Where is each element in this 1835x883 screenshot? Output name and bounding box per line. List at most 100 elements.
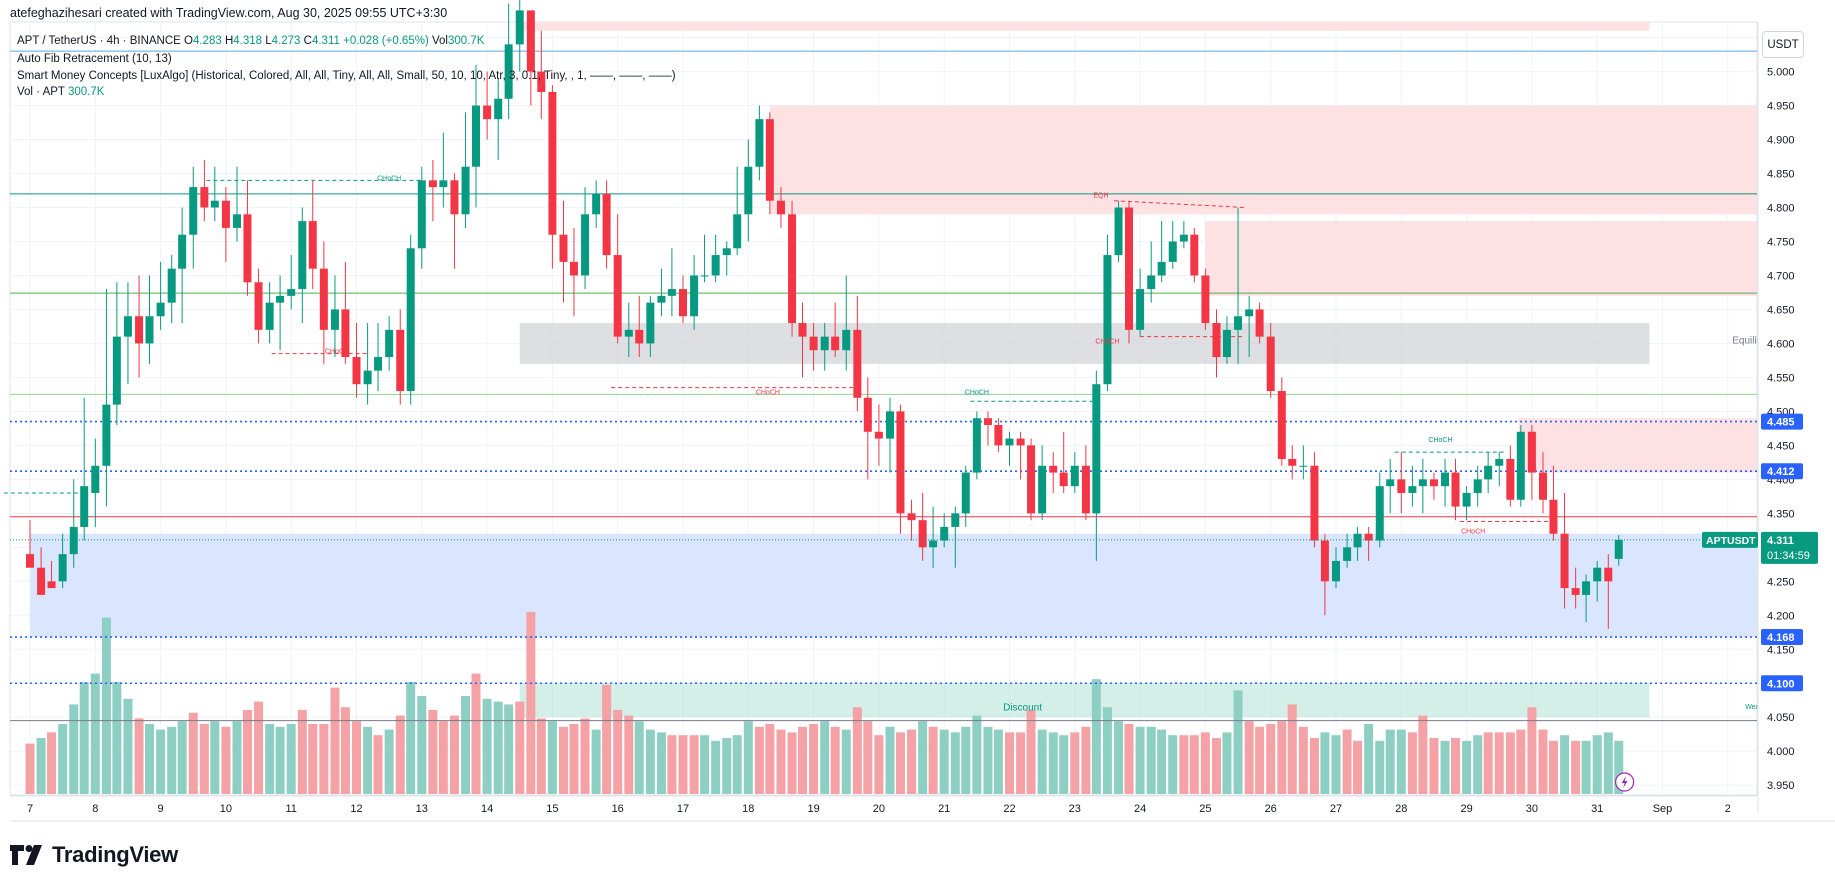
currency-button[interactable]: USDT [1762,31,1804,58]
volume-bar [1320,732,1330,794]
price-tick-label: 4.050 [1767,712,1795,724]
volume-bar [569,724,579,794]
chart-annotation: CHoCH [965,389,989,396]
tradingview-logo[interactable]: TradingView [10,842,178,868]
candle-body [1484,465,1493,480]
open-label: O [184,35,193,47]
candle-body [189,187,198,235]
candle-body [276,295,285,303]
candle-body [1332,560,1340,582]
volume-bar [395,715,405,794]
candle-body [1092,384,1101,514]
candle-body [1222,329,1231,358]
volume-bar [580,718,590,794]
candle-body [581,214,590,276]
time-tick-label: 21 [938,803,950,815]
chart-annotation: EQH [1093,192,1108,199]
volume-bar [1277,721,1287,794]
candle-body [820,336,829,351]
price-tick-label: 5.000 [1767,67,1795,79]
symbol-tag-box [1702,531,1758,548]
volume-bar [732,735,742,794]
volume-bar [1505,732,1515,794]
candle-body [1462,492,1471,507]
volume-indicator-legend[interactable]: Vol · APT 300.7K [17,86,104,98]
candle-body [406,248,415,392]
volume-bar [210,721,220,794]
fib-indicator-legend[interactable]: Auto Fib Retracement (10, 13) [17,53,172,65]
candle-body [1418,479,1427,487]
volume-bar [1450,738,1460,794]
price-axis [1758,22,1835,795]
volume-bar [286,724,296,794]
candle-body [298,221,307,290]
equilibrium-zone [519,323,1650,364]
candle-body [1277,391,1286,459]
candle-body [80,486,89,527]
candle-body [1266,336,1275,392]
candle-body [1506,458,1515,500]
volume-bar [330,687,340,794]
candle-body [831,336,840,351]
volume-bar [1135,726,1145,794]
close-label: C [303,35,312,47]
candle-body [1299,465,1308,467]
volume-bar [787,732,797,794]
volume-bar [1179,735,1189,794]
candle-body [178,234,187,269]
candle-body [1038,465,1047,514]
price-label: 4.485 [1767,417,1795,429]
candle-body [1353,533,1362,548]
volume-bar [1342,729,1352,794]
volume-bar [1059,735,1069,794]
candle-body [374,357,383,371]
candle-body [1386,479,1395,487]
volume-bar [591,729,601,794]
demand-zone [30,533,1757,638]
symbol-legend[interactable]: APT / TetherUS · 4h · BINANCE O4.283 H4.… [17,35,484,47]
candle-body [1168,241,1177,262]
volume-bar [939,729,949,794]
candle-body [428,180,437,188]
price-tick-label: 4.800 [1767,203,1795,215]
candle-body [1593,567,1602,582]
volume-bar [1429,738,1439,794]
candle-body [1560,533,1569,589]
candle-body [167,268,176,303]
candle-body [1288,458,1297,466]
price-tick-label: 4.450 [1767,440,1795,452]
candle-body [1027,445,1036,514]
volume-bar [700,735,710,794]
candle-body [548,91,557,235]
time-tick-label: 31 [1591,803,1603,815]
candle-body [700,275,709,277]
candle-body [135,316,144,344]
candle-body [47,581,56,589]
price-label: 4.168 [1767,632,1795,644]
volume-bar [895,732,905,794]
candle-body [940,526,949,541]
volume-bar [177,721,187,794]
close-value: 4.311 [311,35,340,47]
time-tick-label: 11 [285,803,296,815]
candle-body [972,418,981,473]
candle-body [853,329,862,398]
candle-body [1103,255,1112,385]
price-tick-label: 4.900 [1767,135,1795,147]
price-tick-label: 4.750 [1767,236,1795,248]
candle-body [907,513,916,521]
time-tick-label: 23 [1069,803,1081,815]
time-tick-label: 27 [1330,803,1342,815]
volume-bar [384,729,394,794]
candle-body [417,180,426,249]
discount-zone [519,683,1650,718]
smc-indicator-legend[interactable]: Smart Money Concepts [LuxAlgo] (Historic… [17,70,676,82]
candle-body [308,221,317,269]
volume-bar [918,721,928,794]
volume-bar [90,673,100,794]
volume-bar [1483,732,1493,794]
time-tick-label: 12 [350,803,362,815]
volume-bar [438,721,448,794]
candle-body [526,10,535,72]
